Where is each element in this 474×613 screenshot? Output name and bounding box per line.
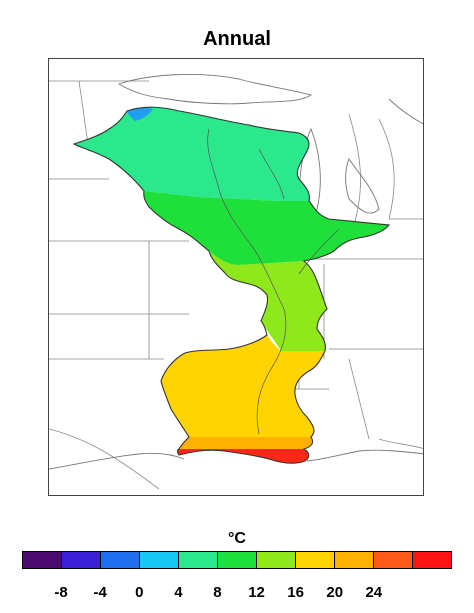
colorbar-swatch bbox=[296, 552, 335, 568]
colorbar-swatch bbox=[23, 552, 62, 568]
colorbar-swatch bbox=[374, 552, 413, 568]
colorbar-swatch bbox=[101, 552, 140, 568]
region-south bbox=[161, 335, 325, 437]
colorbar-swatch bbox=[218, 552, 257, 568]
colorbar-tick-label: 4 bbox=[174, 584, 183, 601]
colorbar-tick-label: 20 bbox=[326, 584, 344, 601]
region-mid bbox=[143, 191, 389, 265]
colorbar-swatch bbox=[179, 552, 218, 568]
colorbar-swatch bbox=[140, 552, 179, 568]
colorbar-tick-label: -8 bbox=[54, 584, 68, 601]
colorbar-swatch bbox=[62, 552, 101, 568]
gulf-coastline bbox=[49, 449, 423, 470]
colorbar-tick-label: 8 bbox=[213, 584, 222, 601]
state-boundaries bbox=[49, 80, 423, 490]
region-coast bbox=[177, 449, 309, 464]
colorbar-swatch bbox=[413, 552, 451, 568]
colorbar bbox=[22, 551, 452, 569]
map-canvas bbox=[49, 73, 423, 490]
region-cold-patch bbox=[127, 107, 153, 121]
colorbar-tick-label: 16 bbox=[287, 584, 304, 601]
region-north bbox=[74, 107, 310, 201]
watershed-temperature-field bbox=[74, 107, 389, 464]
rivers bbox=[207, 128, 340, 435]
watershed-outline bbox=[72, 106, 391, 464]
colorbar-tick-label: 0 bbox=[135, 584, 144, 601]
colorbar-tick-label: -4 bbox=[93, 584, 107, 601]
region-warm-south bbox=[179, 437, 313, 449]
map-panel bbox=[48, 58, 424, 496]
colorbar-swatch bbox=[257, 552, 296, 568]
map-title: Annual bbox=[203, 28, 271, 50]
colorbar-unit-label: °C bbox=[228, 530, 246, 547]
colorbar-tick-label: 24 bbox=[365, 584, 383, 601]
colorbar-tick-label: 12 bbox=[248, 584, 265, 601]
colorbar-swatch bbox=[335, 552, 374, 568]
